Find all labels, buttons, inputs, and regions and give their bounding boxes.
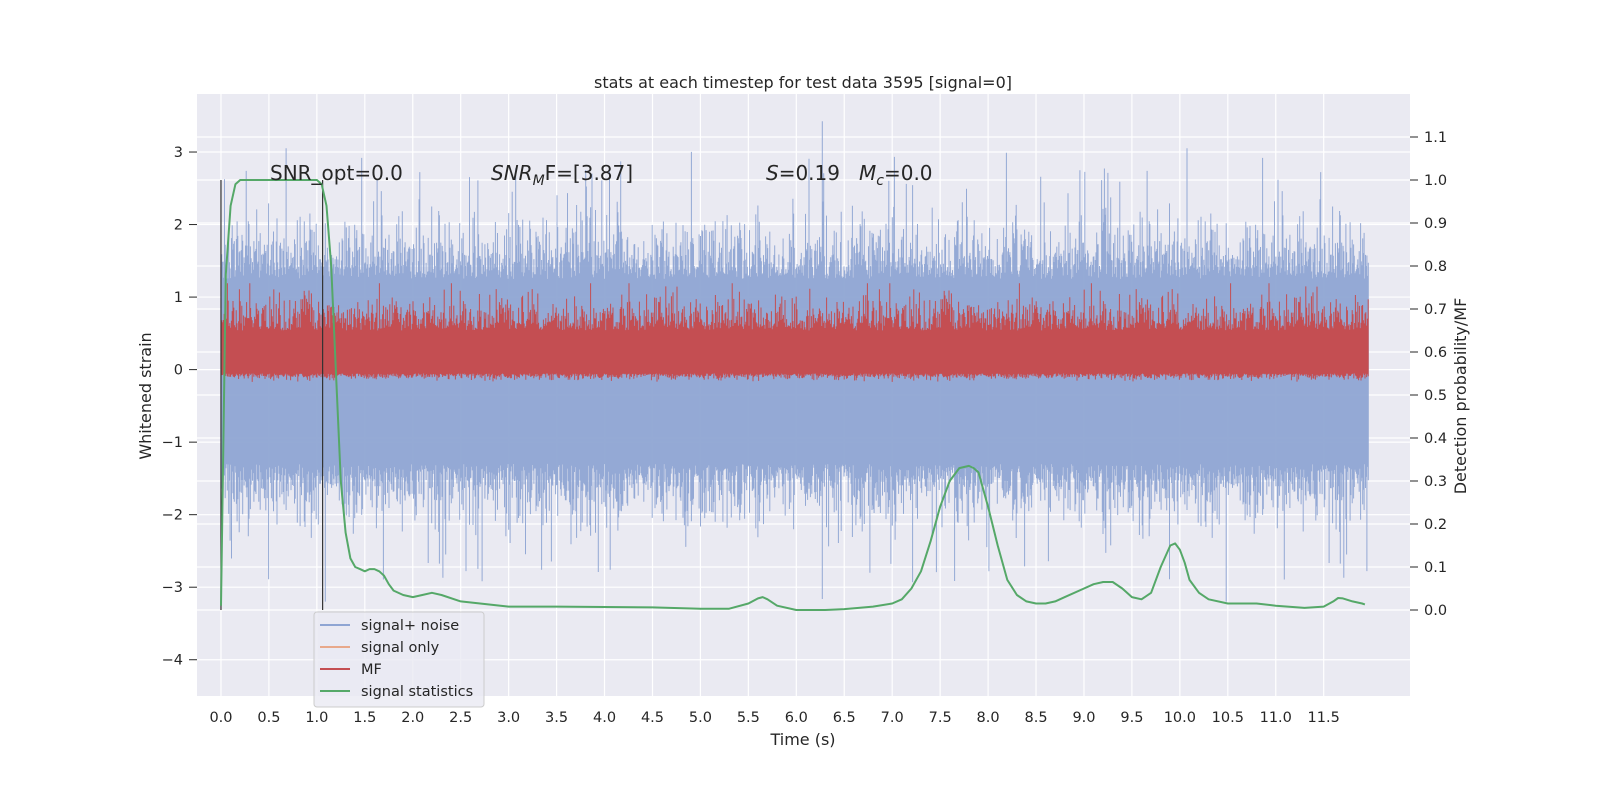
annotation-s-label: S <box>766 161 779 185</box>
x-tick-label: 11.0 <box>1260 710 1292 726</box>
x-axis-ticks: 0.0 0.5 1.0 1.5 2.0 2.5 3.0 3.5 4.0 4.5 5.0 5.5 6.0 6… <box>209 710 1339 726</box>
x-tick-label: 8.5 <box>1025 710 1048 726</box>
x-tick-label: 7.0 <box>881 710 904 726</box>
x-tick-label: 0.5 <box>257 710 280 726</box>
annotation-snr-mf-main: SNR <box>491 161 533 185</box>
x-tick-label: 1.0 <box>305 710 328 726</box>
y-right-tick-label: 0.6 <box>1424 345 1447 361</box>
y-tick-label: −1 <box>162 435 183 451</box>
x-tick-label: 4.5 <box>641 710 664 726</box>
y-tick-label: −4 <box>162 653 183 669</box>
y-right-tick-label: 1.1 <box>1424 130 1447 146</box>
y-right-tick-label: 0.7 <box>1424 302 1447 318</box>
annotation-s: S=0.19 <box>766 161 840 185</box>
series-signal-statistics <box>220 179 1366 611</box>
x-tick-label: 6.0 <box>785 710 808 726</box>
x-tick-label: 10.5 <box>1212 710 1244 726</box>
annotation-mc: Mc=0.0 <box>859 161 933 189</box>
annotation-mc-value: =0.0 <box>884 161 933 185</box>
x-tick-label: 10.0 <box>1164 710 1196 726</box>
signal-statistics-series <box>220 179 1366 611</box>
annotation-snr-mf: SNRMF=[3.87] <box>491 161 633 189</box>
annotation-mc-sub: c <box>876 173 884 189</box>
x-tick-label: 5.0 <box>689 710 712 726</box>
x-tick-label: 4.0 <box>593 710 616 726</box>
chart-title: stats at each timestep for test data 359… <box>594 73 1012 92</box>
legend-label-signal-noise: signal+ noise <box>361 618 459 634</box>
y-right-tick-label: 0.9 <box>1424 216 1447 232</box>
y-axis-label: Whitened strain <box>136 332 155 459</box>
x-tick-label: 11.5 <box>1308 710 1340 726</box>
annotation-snr-mf-sub: M <box>533 173 545 189</box>
x-axis-label: Time (s) <box>769 730 835 749</box>
y-right-tick-label: 0.5 <box>1424 388 1447 404</box>
y-axis-right-label: Detection probability/MF <box>1451 298 1470 495</box>
annotation-s-value: =0.19 <box>779 161 840 185</box>
x-tick-label: 3.0 <box>497 710 520 726</box>
y-axis-ticks: 3 2 1 0 −1 −2 −3 −4 <box>162 145 197 669</box>
y-right-tick-label: 0.8 <box>1424 259 1447 275</box>
x-tick-label: 7.5 <box>929 710 952 726</box>
legend: signal+ noise signal only MF signal stat… <box>313 611 485 708</box>
y-tick-label: 3 <box>174 145 183 161</box>
y-tick-label: 1 <box>174 290 183 306</box>
x-tick-label: 5.5 <box>737 710 760 726</box>
x-tick-label: 6.5 <box>833 710 856 726</box>
annotation-snr-opt: SNR_opt=0.0 <box>270 161 403 185</box>
y-right-tick-label: 0.3 <box>1424 474 1447 490</box>
y-right-tick-label: 0.1 <box>1424 560 1447 576</box>
y-right-tick-label: 0.4 <box>1424 431 1447 447</box>
y-tick-label: −3 <box>162 580 183 596</box>
x-tick-label: 8.0 <box>977 710 1000 726</box>
y-right-tick-label: 0.0 <box>1424 603 1447 619</box>
x-tick-label: 9.5 <box>1120 710 1143 726</box>
x-tick-label: 2.0 <box>401 710 424 726</box>
legend-label-mf: MF <box>361 662 382 678</box>
y-tick-label: −2 <box>162 508 183 524</box>
y-axis-right-ticks: 1.1 1.0 0.9 0.8 0.7 0.6 0.5 0.4 0.3 0.2 0.1 0.0 <box>1410 130 1447 619</box>
vertical-marker-lines <box>220 180 324 610</box>
legend-label-signal-only: signal only <box>361 640 440 656</box>
y-right-tick-label: 1.0 <box>1424 173 1447 189</box>
x-tick-label: 1.5 <box>353 710 376 726</box>
x-tick-label: 3.5 <box>545 710 568 726</box>
legend-label-signal-statistics: signal statistics <box>361 684 473 700</box>
x-tick-label: 2.5 <box>449 710 472 726</box>
y-right-tick-label: 0.2 <box>1424 517 1447 533</box>
x-tick-label: 9.0 <box>1072 710 1095 726</box>
y-tick-label: 0 <box>174 363 183 379</box>
annotation-snr-mf-rest: F=[3.87] <box>545 161 633 185</box>
y-tick-label: 2 <box>174 218 183 234</box>
x-tick-label: 0.0 <box>209 710 232 726</box>
annotation-mc-label: M <box>859 161 876 185</box>
